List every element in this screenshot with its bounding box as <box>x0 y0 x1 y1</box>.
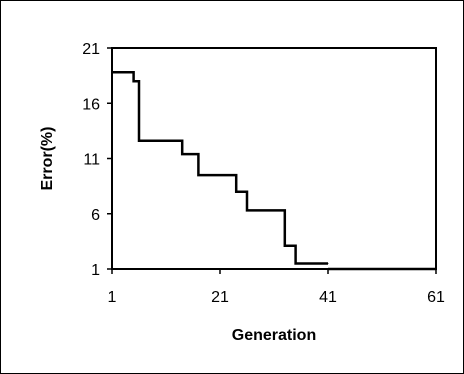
x-axis-title: Generation <box>232 327 316 344</box>
x-tick-label: 61 <box>427 289 445 306</box>
data-point <box>246 209 248 211</box>
data-point <box>230 174 232 176</box>
data-point <box>241 191 243 193</box>
y-axis-title: Error(%) <box>39 126 56 190</box>
y-tick-label: 16 <box>82 96 100 113</box>
plot-area <box>111 47 437 270</box>
y-tick-label: 6 <box>91 207 100 224</box>
y-tick-label: 11 <box>83 152 100 169</box>
series-layer <box>111 71 437 271</box>
data-point <box>138 140 140 142</box>
y-tick-marks <box>107 47 112 270</box>
data-point <box>235 191 237 193</box>
y-tick-label: 21 <box>82 41 100 58</box>
data-point <box>278 209 280 211</box>
x-tick-label: 21 <box>211 289 229 306</box>
data-point <box>435 268 437 270</box>
data-point <box>176 140 178 142</box>
data-point <box>192 153 194 155</box>
x-tick-label: 1 <box>108 289 117 306</box>
x-tick-label: 41 <box>319 289 337 306</box>
data-point <box>327 268 329 270</box>
data-point <box>133 80 135 82</box>
data-point <box>127 71 129 73</box>
data-point <box>327 262 329 264</box>
data-point <box>181 153 183 155</box>
y-tick-label: 1 <box>91 262 100 279</box>
x-tick-labels: 1 21 41 61 <box>108 289 445 306</box>
data-point <box>197 174 199 176</box>
data-point <box>289 245 291 247</box>
data-point <box>295 262 297 264</box>
data-point <box>111 71 113 73</box>
data-point <box>284 245 286 247</box>
